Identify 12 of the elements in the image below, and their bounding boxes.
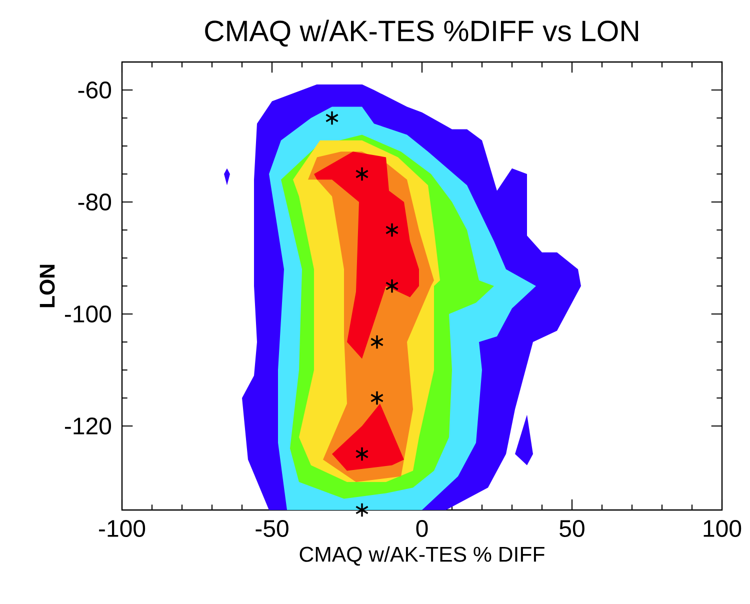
x-tick-label: -100: [99, 520, 146, 538]
x-tick-label: 100: [704, 520, 742, 538]
x-tick-label: 50: [560, 520, 584, 538]
y-axis-title: LON: [40, 264, 55, 308]
y-tick-label: -120: [64, 417, 112, 434]
chart-title: CMAQ w/AK-TES %DIFF vs LON: [205, 20, 638, 47]
x-tick-label: -50: [256, 520, 288, 538]
y-tick-label: -60: [78, 81, 112, 98]
x-tick-label: 0: [416, 520, 428, 538]
y-tick-label: -100: [64, 305, 112, 322]
y-tick-label: -80: [78, 193, 112, 210]
x-axis-title: CMAQ w/AK-TES % DIFF: [300, 546, 544, 566]
